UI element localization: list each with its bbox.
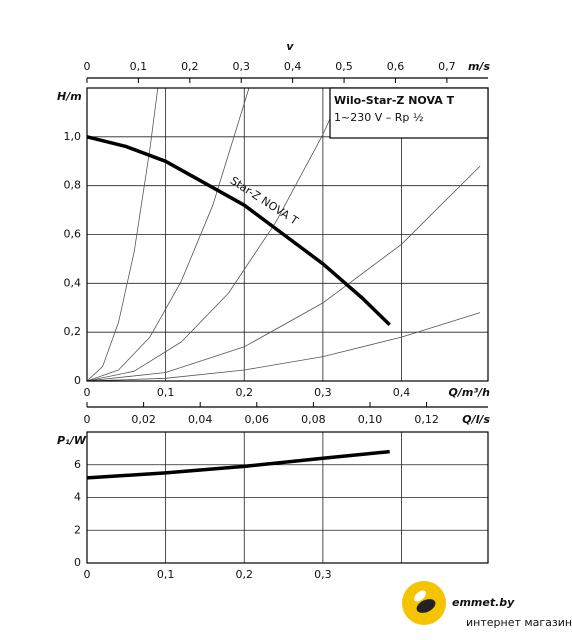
y-tick-label: 0 — [74, 556, 81, 569]
title-box — [329, 87, 489, 139]
y-tick-label: 1,0 — [64, 130, 82, 143]
top-tick-label: 0,7 — [438, 60, 456, 73]
y-tick-label: 0,8 — [64, 179, 82, 192]
x-tick-label: 0,1 — [157, 386, 175, 399]
top-axis-unit: m/s — [468, 60, 490, 73]
logo-wing — [414, 590, 426, 602]
y-axis-label: H/m — [57, 90, 82, 103]
top-tick-label: 0,6 — [387, 60, 405, 73]
bottom-axis-label: Q/l/s — [462, 413, 490, 426]
chart-title: Wilo-Star-Z NOVA T — [334, 94, 455, 107]
y-tick-label: 4 — [74, 491, 81, 504]
logo-bee — [416, 599, 436, 613]
y-tick-label: 0 — [74, 374, 81, 387]
bottom-tick-label: 0,04 — [188, 413, 213, 426]
curve — [86, 135, 391, 327]
top-tick-label: 0,3 — [232, 60, 250, 73]
y-tick-label: 0,4 — [64, 276, 82, 289]
top-tick-label: 0 — [84, 60, 91, 73]
watermark: emmet.by интернет магазин — [398, 574, 572, 634]
y-axis-label: P₁/W — [57, 434, 87, 447]
top-tick-label: 0,2 — [181, 60, 199, 73]
system-curve — [87, 88, 159, 381]
x-axis-label: Q/m³/h — [449, 386, 491, 399]
system-curves — [87, 88, 481, 381]
x-tick-label: 0,2 — [236, 386, 254, 399]
bottom-tick-label: 0 — [84, 413, 91, 426]
top-tick-label: 0,5 — [335, 60, 353, 73]
x-tick-label: 0,2 — [236, 568, 254, 581]
bottom-tick-label: 0,12 — [414, 413, 439, 426]
system-curve — [87, 312, 481, 381]
y-tick-label: 2 — [74, 523, 81, 536]
x-tick-label: 0,1 — [157, 568, 175, 581]
x-tick-label: 0 — [84, 568, 91, 581]
top-tick-label: 0,1 — [130, 60, 148, 73]
y-tick-label: 0,6 — [64, 228, 82, 241]
top-tick-label: 0,4 — [284, 60, 302, 73]
bottom-tick-label: 0,02 — [131, 413, 156, 426]
plot-border — [86, 431, 489, 564]
x-tick-label: 0 — [84, 386, 91, 399]
tagline: интернет магазин — [466, 616, 572, 629]
x-tick-label: 0,3 — [314, 568, 332, 581]
brand: emmet.by — [452, 596, 515, 609]
chart-subtitle: 1~230 V – Rp ½ — [334, 111, 424, 124]
curve — [86, 449, 390, 480]
bottom-tick-label: 0,06 — [245, 413, 270, 426]
bottom-tick-label: 0,10 — [358, 413, 383, 426]
y-tick-label: 6 — [74, 458, 81, 471]
system-curve — [87, 88, 250, 381]
system-curve — [87, 165, 481, 381]
y-tick-label: 0,2 — [64, 325, 82, 338]
bottom-tick-label: 0,08 — [301, 413, 326, 426]
x-tick-label: 0,3 — [314, 386, 332, 399]
system-curve — [87, 88, 345, 381]
plot-border — [86, 87, 489, 382]
x-tick-label: 0,4 — [393, 386, 411, 399]
top-axis-label: v — [286, 40, 294, 53]
